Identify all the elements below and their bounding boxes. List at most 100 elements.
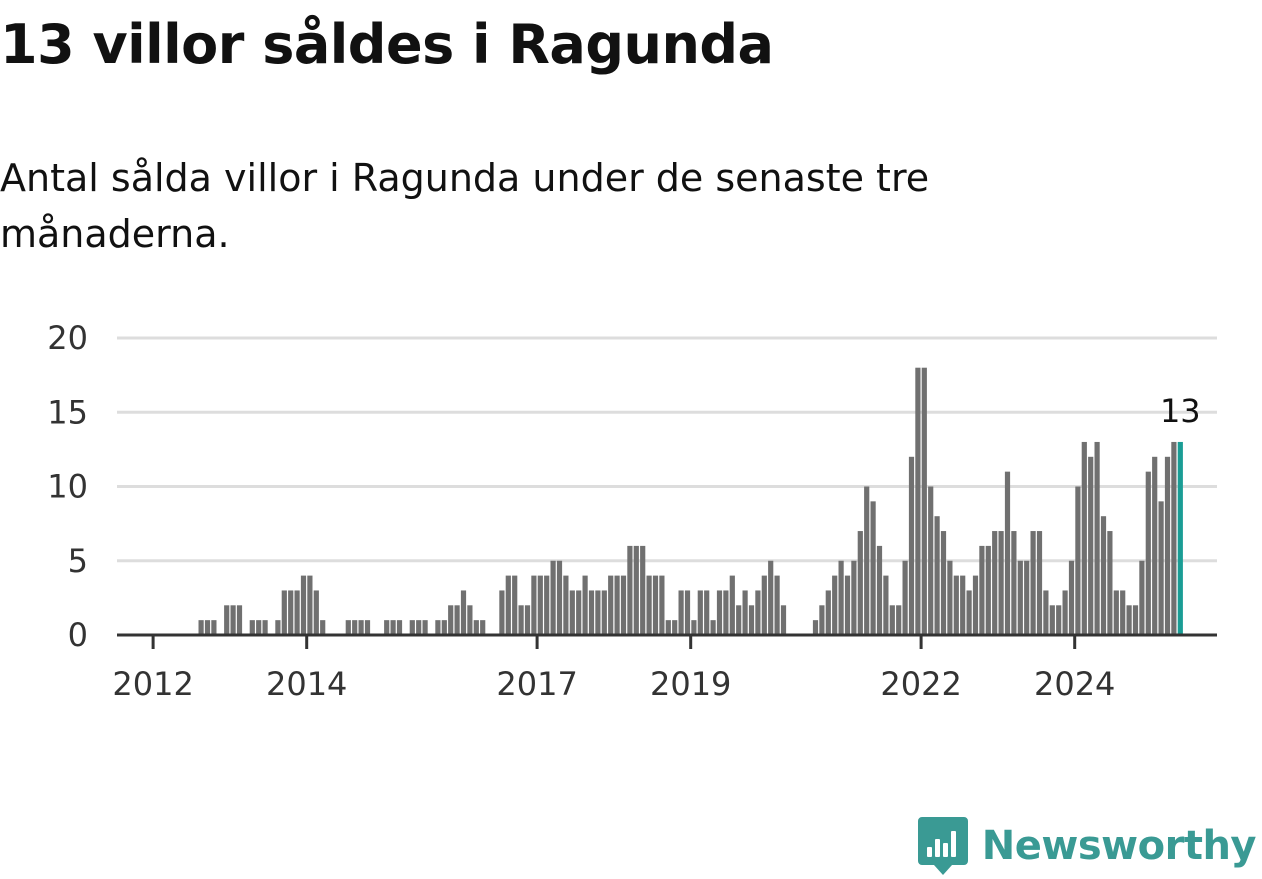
bar: [1126, 605, 1132, 635]
bar: [1081, 441, 1087, 635]
bar: [556, 560, 563, 635]
y-tick-label: 10: [47, 468, 88, 506]
bar: [960, 575, 966, 635]
bar: [729, 575, 735, 635]
bar: [230, 605, 236, 635]
bar: [1094, 441, 1100, 635]
bar: [281, 590, 287, 635]
brand-name: Newsworthy: [981, 823, 1257, 869]
bar: [640, 545, 646, 635]
bar: [473, 620, 479, 635]
bar: [422, 620, 428, 635]
bar: [876, 545, 883, 635]
bar: [832, 575, 838, 635]
bar: [844, 575, 851, 635]
bar: [249, 620, 255, 635]
gridlines: [117, 336, 1217, 563]
bar: [531, 575, 537, 635]
bar: [889, 605, 895, 635]
bar: [294, 590, 300, 635]
bar: [396, 620, 403, 635]
x-tick-label: 2017: [496, 665, 577, 703]
bar: [1107, 531, 1113, 635]
bar: [953, 575, 959, 635]
chart-title: 13 villor såldes i Ragunda: [0, 13, 774, 76]
bar: [928, 486, 934, 635]
bar: [716, 590, 723, 635]
bar: [864, 486, 870, 635]
bar: [518, 605, 524, 635]
bar: [435, 620, 441, 635]
bar: [665, 620, 671, 635]
bar: [256, 620, 262, 635]
bar: [384, 620, 390, 635]
bar: [364, 620, 371, 635]
bar: [595, 590, 601, 635]
bar: [883, 575, 889, 635]
bar: [934, 516, 940, 635]
bar: [742, 590, 748, 635]
bar: [1100, 516, 1107, 635]
bar: [313, 590, 319, 635]
bar: [467, 605, 473, 635]
bar: [576, 590, 582, 635]
bar: [620, 575, 627, 635]
x-tick-label: 2012: [112, 665, 193, 703]
bar: [704, 590, 710, 635]
bar: [672, 620, 678, 635]
bar: [838, 560, 844, 635]
bar: [537, 575, 543, 635]
bar: [966, 590, 972, 635]
bar: [678, 590, 684, 635]
bar: [441, 620, 447, 635]
bar: [275, 620, 281, 635]
bar: [691, 620, 697, 635]
latest-value-label: 13: [1160, 392, 1201, 430]
bar: [454, 605, 460, 635]
bar: [544, 575, 550, 635]
bar: [633, 545, 639, 635]
bar: [998, 531, 1004, 635]
bar: [460, 590, 467, 635]
bar: [524, 605, 531, 635]
x-tick-label: 2024: [1034, 665, 1115, 703]
bar: [1145, 471, 1151, 635]
bar: [582, 575, 588, 635]
bar: [1132, 605, 1139, 635]
bar: [972, 575, 979, 635]
bar: [697, 590, 703, 635]
bar: [825, 590, 831, 635]
bar: [1036, 531, 1043, 635]
bar: [1139, 560, 1145, 635]
bar: [390, 620, 396, 635]
bar: [224, 605, 230, 635]
bar: [915, 367, 921, 635]
bar: [780, 605, 787, 635]
bar: [857, 531, 863, 635]
bar: [684, 590, 691, 635]
bar: [652, 575, 659, 635]
y-axis-tick-labels: 0 5 10 15 20: [47, 319, 88, 654]
bar: [1113, 590, 1119, 635]
bar: [300, 575, 307, 635]
bar: [198, 620, 204, 635]
bar: [985, 545, 991, 635]
chart-subtitle: Antal sålda villor i Ragunda under de se…: [0, 156, 930, 256]
bar: [755, 590, 761, 635]
bar: [646, 575, 652, 635]
bar: [1164, 456, 1171, 635]
bar: [748, 605, 755, 635]
bar: [1024, 560, 1030, 635]
bar: [352, 620, 358, 635]
bar: [601, 590, 607, 635]
bar: [723, 590, 729, 635]
y-tick-label: 20: [47, 319, 88, 357]
bar: [563, 575, 569, 635]
bar: [761, 575, 767, 635]
bar: [211, 620, 217, 635]
bar: [505, 575, 511, 635]
bar: [588, 590, 595, 635]
x-axis-ticks: 2012 2014 2017 2019 2022 2024: [112, 635, 1115, 703]
bar: [710, 620, 716, 635]
y-tick-label: 0: [68, 616, 88, 654]
